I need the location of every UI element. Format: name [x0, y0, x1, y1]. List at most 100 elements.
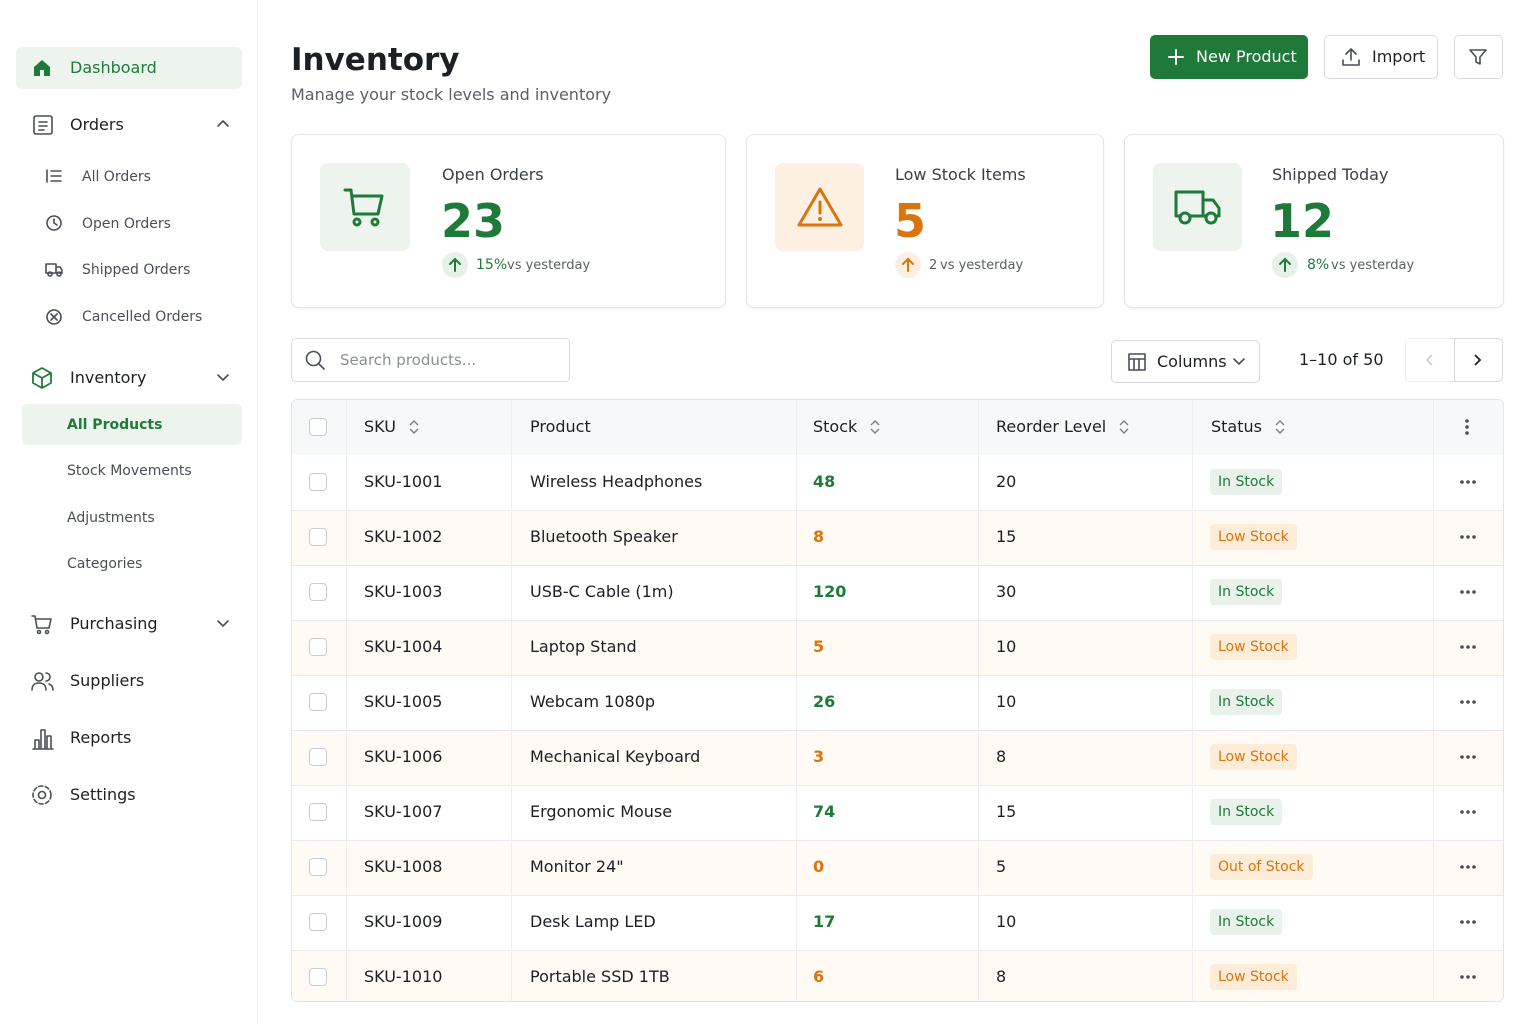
row-actions-icon: [1460, 480, 1476, 484]
prev-page-button[interactable]: [1405, 338, 1454, 382]
product-cell: Webcam 1080p: [530, 692, 656, 711]
sku-cell: SKU-1005: [364, 692, 443, 711]
product-cell: Monitor 24": [530, 857, 624, 876]
nav-subitem[interactable]: Cancelled Orders: [82, 309, 203, 325]
row-checkbox[interactable]: [309, 803, 327, 821]
nav-item[interactable]: Dashboard: [70, 58, 157, 77]
page-title: Inventory: [291, 42, 460, 78]
product-cell: Mechanical Keyboard: [530, 747, 701, 766]
nav-item[interactable]: Settings: [70, 785, 136, 804]
reorder-cell: 30: [996, 582, 1017, 601]
product-cell: Desk Lamp LED: [530, 912, 656, 931]
column-divider: [1192, 400, 1193, 1001]
product-cell: Bluetooth Speaker: [530, 527, 678, 546]
sku-cell: SKU-1009: [364, 912, 443, 931]
sort-icon: [409, 420, 419, 434]
reorder-cell: 8: [996, 747, 1007, 766]
nav-subitem[interactable]: Categories: [67, 556, 143, 572]
stock-cell: 8: [813, 527, 825, 546]
card-value: 12: [1270, 194, 1335, 248]
nav-item[interactable]: Inventory: [70, 368, 147, 387]
card-note: vs yesterday: [507, 258, 591, 273]
search-input[interactable]: [291, 338, 570, 382]
plus-icon: [1168, 49, 1184, 65]
search-icon: [305, 350, 325, 370]
chevron-left: [1425, 354, 1433, 366]
status-badge: Low Stock: [1210, 524, 1297, 550]
stock-cell: 17: [813, 912, 836, 931]
product-cell: Portable SSD 1TB: [530, 967, 670, 986]
reorder-cell: 15: [996, 802, 1017, 821]
product-cell: Wireless Headphones: [530, 472, 703, 491]
sku-cell: SKU-1010: [364, 967, 443, 986]
reorder-cell: 10: [996, 637, 1017, 656]
nav-subitem[interactable]: Adjustments: [67, 510, 155, 526]
row-checkbox[interactable]: [309, 693, 327, 711]
sort-icon: [1275, 420, 1285, 434]
sku-cell: SKU-1003: [364, 582, 443, 601]
row-checkbox[interactable]: [309, 473, 327, 491]
row-checkbox[interactable]: [309, 638, 327, 656]
card-note: vs yesterday: [1331, 258, 1415, 273]
nav-subitem[interactable]: Stock Movements: [67, 463, 192, 479]
orders-icon: [33, 115, 53, 135]
card-value: 23: [441, 194, 506, 248]
row-checkbox[interactable]: [309, 748, 327, 766]
column-header[interactable]: Status: [1211, 417, 1262, 436]
column-menu-icon: [1465, 419, 1469, 435]
nav-item[interactable]: Reports: [70, 728, 132, 747]
filter-button[interactable]: [1454, 35, 1503, 79]
row-checkbox[interactable]: [309, 418, 327, 436]
status-badge: In Stock: [1210, 469, 1283, 495]
nav-item[interactable]: Suppliers: [70, 671, 145, 690]
row-actions-icon: [1460, 810, 1476, 814]
search-placeholder: Search products...: [340, 351, 477, 369]
row-actions-icon: [1460, 920, 1476, 924]
sku-cell: SKU-1001: [364, 472, 443, 491]
row-checkbox[interactable]: [309, 968, 327, 986]
nav-item[interactable]: Purchasing: [70, 614, 158, 633]
column-header[interactable]: SKU: [364, 417, 396, 436]
stock-cell: 0: [813, 857, 825, 876]
table-header: [292, 400, 1503, 456]
chevron-down: [1233, 358, 1245, 365]
cart-icon: [343, 188, 384, 227]
column-header[interactable]: Stock: [813, 417, 858, 436]
sku-cell: SKU-1008: [364, 857, 443, 876]
product-cell: Laptop Stand: [530, 637, 637, 656]
row-checkbox[interactable]: [309, 858, 327, 876]
table-row: [292, 620, 1503, 675]
button-label: Import: [1372, 47, 1426, 66]
stock-cell: 3: [813, 747, 825, 766]
reorder-cell: 8: [996, 967, 1007, 986]
card-label: Low Stock Items: [895, 165, 1026, 184]
page-subtitle: Manage your stock levels and inventory: [291, 85, 612, 104]
row-checkbox[interactable]: [309, 583, 327, 601]
nav-subitem[interactable]: Open Orders: [82, 216, 171, 232]
table-row: [292, 675, 1503, 730]
sku-cell: SKU-1002: [364, 527, 443, 546]
row-checkbox[interactable]: [309, 528, 327, 546]
sku-cell: SKU-1007: [364, 802, 443, 821]
nav-subitem[interactable]: All Orders: [82, 169, 151, 185]
stock-cell: 48: [813, 472, 836, 491]
row-checkbox[interactable]: [309, 913, 327, 931]
columns-icon: [1128, 353, 1146, 371]
nav-subitem[interactable]: All Products: [67, 417, 163, 433]
status-badge: In Stock: [1210, 909, 1283, 935]
nav-subitem[interactable]: Shipped Orders: [82, 262, 191, 278]
import-button[interactable]: [1324, 35, 1438, 79]
card-label: Shipped Today: [1272, 165, 1389, 184]
cancel-icon: [46, 309, 62, 325]
truck-icon: [45, 263, 63, 277]
reorder-cell: 10: [996, 692, 1017, 711]
card-delta: 15%: [476, 257, 508, 273]
status-badge: In Stock: [1210, 799, 1283, 825]
home-icon: [34, 60, 50, 76]
product-cell: USB-C Cable (1m): [530, 582, 674, 601]
columns-button[interactable]: [1111, 340, 1260, 383]
column-header[interactable]: Reorder Level: [996, 417, 1107, 436]
next-page-button[interactable]: [1454, 338, 1503, 382]
nav-item[interactable]: Orders: [70, 115, 124, 134]
upload-icon: [1342, 48, 1360, 66]
